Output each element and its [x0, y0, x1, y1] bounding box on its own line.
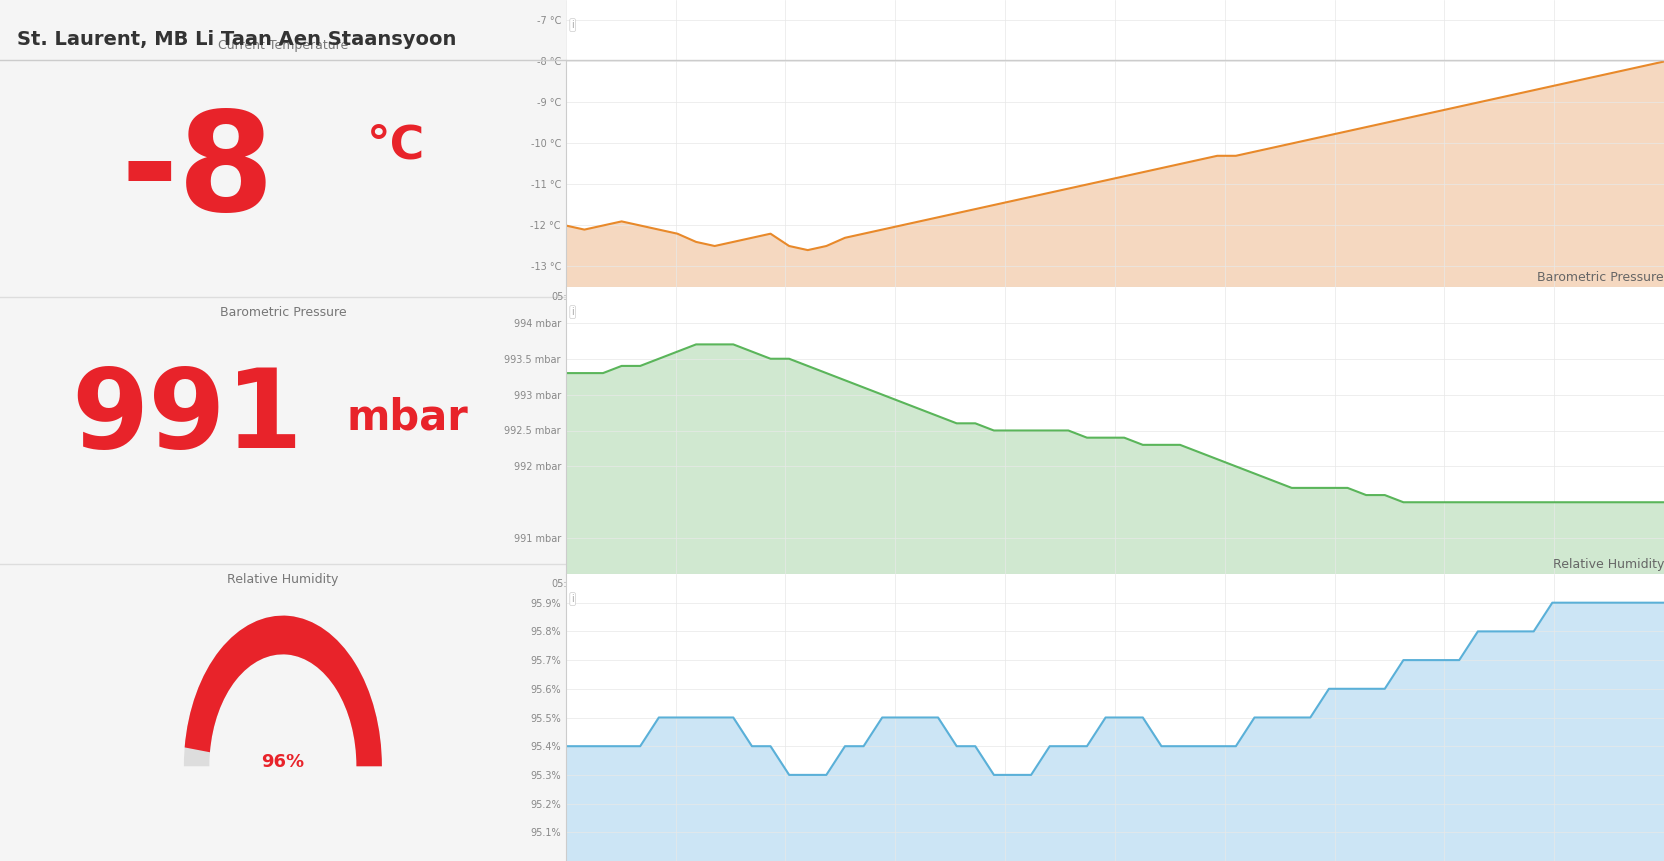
Text: mbar: mbar: [346, 397, 468, 438]
Text: 991: 991: [72, 364, 303, 471]
Text: -8: -8: [121, 105, 275, 239]
Text: i: i: [571, 20, 574, 30]
Text: Barometric Pressure: Barometric Pressure: [1538, 271, 1664, 284]
Wedge shape: [185, 616, 383, 766]
Text: °C: °C: [366, 124, 426, 169]
Text: Relative Humidity: Relative Humidity: [228, 573, 338, 585]
Text: Relative Humidity: Relative Humidity: [1553, 559, 1664, 572]
Text: Current Temperature: Current Temperature: [218, 39, 348, 52]
Text: St. Laurent, MB Li Taan Aen Staansyoon: St. Laurent, MB Li Taan Aen Staansyoon: [17, 30, 456, 49]
Text: i: i: [571, 594, 574, 604]
Text: Barometric Pressure: Barometric Pressure: [220, 306, 346, 319]
Text: 96%: 96%: [261, 753, 305, 771]
Text: i: i: [571, 307, 574, 317]
Wedge shape: [185, 616, 383, 766]
